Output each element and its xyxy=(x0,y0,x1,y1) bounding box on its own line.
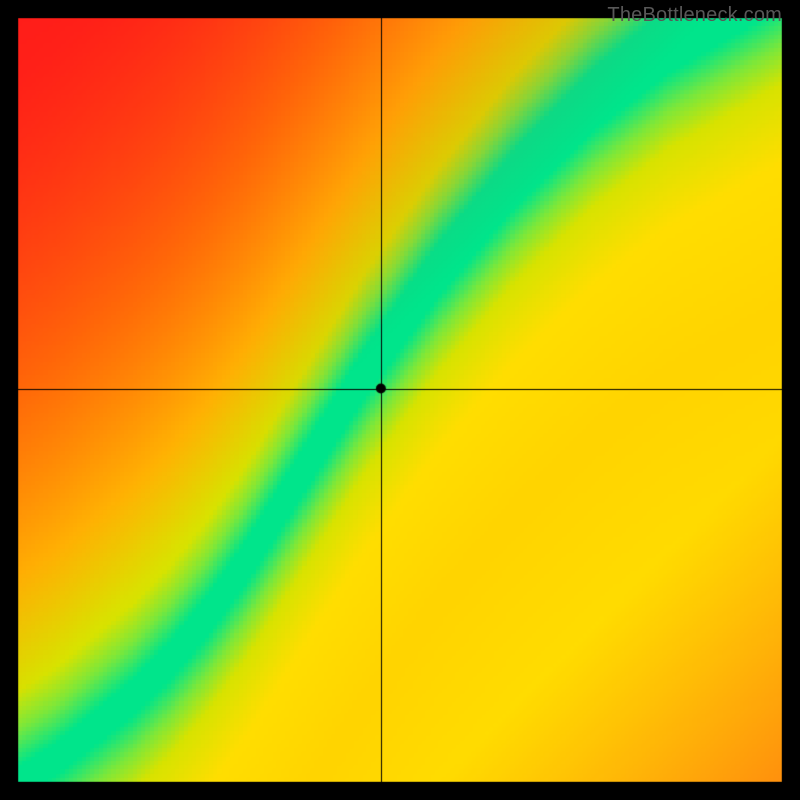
watermark-text: TheBottleneck.com xyxy=(607,4,782,27)
chart-container: TheBottleneck.com xyxy=(0,0,800,800)
overlay-canvas xyxy=(0,0,800,800)
